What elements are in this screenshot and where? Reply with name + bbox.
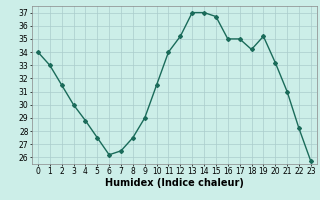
X-axis label: Humidex (Indice chaleur): Humidex (Indice chaleur) xyxy=(105,178,244,188)
